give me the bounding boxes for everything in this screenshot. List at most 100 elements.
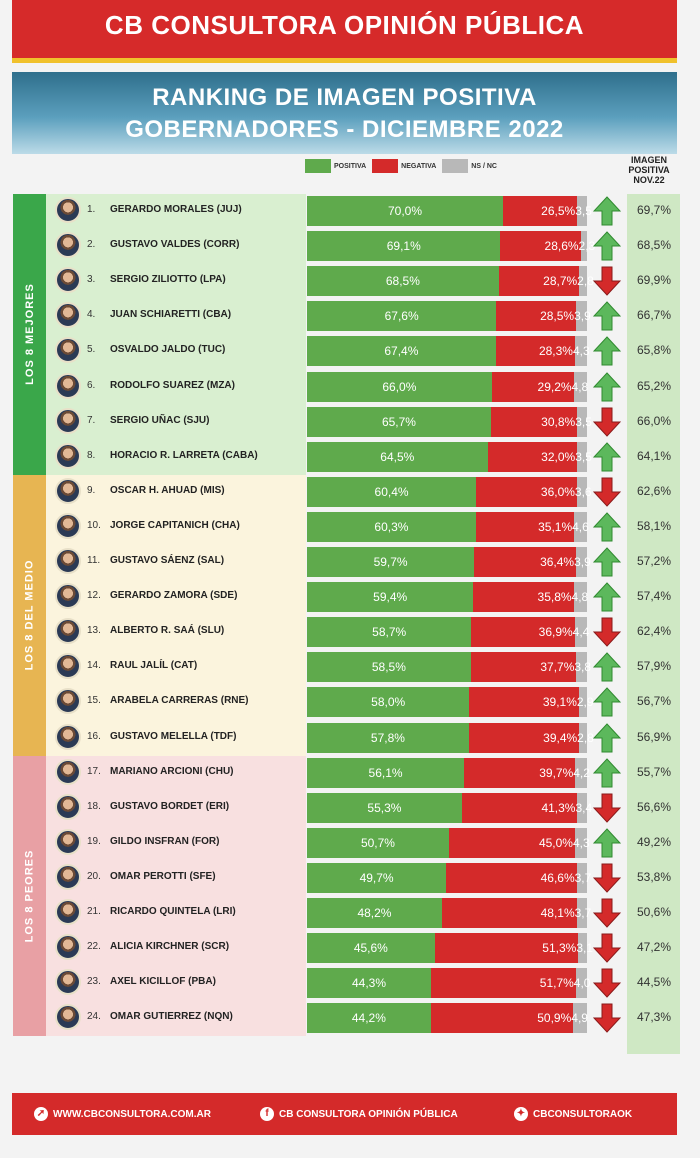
stacked-bar: 65,7% 30,8% 3,5	[307, 406, 592, 437]
label-positive: 45,6%	[353, 941, 388, 956]
stacked-bar: 66,0% 29,2% 4,8	[307, 371, 588, 402]
stacked-bar: 58,7% 36,9% 4,4	[307, 617, 589, 648]
label-nsnc: 4,9	[571, 1011, 588, 1026]
avatar	[55, 723, 81, 750]
ranking-row: 18. GUSTAVO BORDET (ERI) 55,3% 41,3% 3,4 56,6…	[0, 791, 700, 825]
arrow-down-icon	[593, 407, 621, 437]
label-nsnc: 3,9	[574, 309, 591, 324]
avatar	[55, 512, 81, 539]
stacked-bar: 67,4% 28,3% 4,3	[307, 336, 590, 367]
label-negative: 48,1%	[540, 906, 575, 920]
governor-name: RAUL JALÍL (CAT)	[110, 660, 198, 672]
label-negative: 35,8%	[537, 590, 572, 605]
bar-negative	[434, 933, 579, 964]
ranking-row: 7. SERGIO UÑAC (SJU) 65,7% 30,8% 3,5 66,0%	[0, 405, 700, 439]
label-negative: 51,7%	[539, 976, 574, 991]
label-negative: 36,9%	[538, 625, 573, 640]
rank-number: 10.	[87, 519, 101, 531]
label-nsnc: 3,7	[574, 870, 592, 885]
footer-web[interactable]: ➚ WWW.CBCONSULTORA.COM.AR	[34, 1107, 211, 1121]
arrow-down-icon	[593, 898, 621, 928]
nov22-value: 56,9%	[636, 729, 672, 744]
governor-name: JORGE CAPITANICH (CHA)	[110, 519, 240, 531]
arrow-down-icon	[593, 793, 621, 823]
label-negative: 39,1%	[542, 695, 577, 710]
bar-positive	[307, 196, 503, 226]
bar-positive	[307, 441, 488, 472]
arrow-up-icon	[593, 371, 621, 401]
bar-negative	[441, 898, 577, 928]
avatar	[55, 793, 81, 820]
group-band	[13, 194, 46, 475]
label-positive: 60,3%	[374, 519, 409, 534]
stacked-bar: 68,5% 28,7% 2,8	[307, 266, 594, 297]
ranking-row: 12. GERARDO ZAMORA (SDE) 59,4% 35,8% 4,8 57,4…	[0, 580, 700, 614]
bar-positive	[307, 898, 442, 928]
bar-positive	[307, 406, 491, 437]
facebook-icon: f	[260, 1107, 274, 1121]
nov22-value: 44,5%	[636, 975, 672, 990]
label-positive: 65,7%	[381, 414, 416, 429]
arrow-down-icon	[593, 933, 621, 963]
label-positive: 57,8%	[370, 730, 405, 745]
bar-nsnc	[576, 476, 587, 507]
stacked-bar: 56,1% 39,7% 4,2	[307, 757, 590, 788]
ranking-row: 20. OMAR PEROTTI (SFE) 49,7% 46,6% 3,7 53,8%	[0, 861, 700, 895]
label-nsnc: 3,4	[575, 800, 593, 815]
ranking-row: 10. JORGE CAPITANICH (CHA) 60,3% 35,1% 4,6 58…	[0, 510, 700, 544]
rank-number: 8.	[87, 449, 96, 461]
label-positive: 69,1%	[386, 239, 421, 254]
nov22-value: 65,2%	[636, 378, 672, 393]
bar-negative	[473, 582, 574, 613]
arrow-down-icon	[593, 617, 621, 647]
bar-negative	[491, 371, 574, 402]
stacked-bar: 49,7% 46,6% 3,7	[307, 862, 591, 893]
bar-negative	[468, 722, 580, 753]
rank-number: 21.	[87, 906, 101, 917]
legend-swatch-nsnc	[442, 159, 469, 173]
label-positive: 58,5%	[371, 660, 406, 675]
label-negative: 35,1%	[538, 519, 573, 534]
bar-negative	[430, 1003, 574, 1034]
nov22-value: 66,0%	[636, 413, 672, 428]
footer-facebook[interactable]: f CB CONSULTORA OPINIÓN PÚBLICA	[260, 1107, 458, 1121]
governor-name: JUAN SCHIARETTI (CBA)	[110, 309, 232, 321]
bar-positive	[307, 336, 496, 367]
governor-name: RODOLFO SUAREZ (MZA)	[110, 379, 235, 391]
group-row-background	[46, 474, 306, 756]
bar-positive	[307, 582, 474, 613]
avatar	[55, 407, 81, 434]
arrow-up-icon	[593, 512, 621, 542]
avatar	[55, 758, 81, 785]
ranking-row: 22. ALICIA KIRCHNER (SCR) 45,6% 51,3% 3,1 47,…	[0, 931, 700, 965]
label-negative: 30,8%	[541, 414, 576, 429]
ranking-row: 14. RAUL JALÍL (CAT) 58,5% 37,7% 3,8 57,9%	[0, 650, 700, 684]
nov22-value: 58,1%	[636, 518, 672, 533]
bar-positive	[307, 792, 462, 823]
rank-number: 6.	[87, 379, 96, 391]
legend-swatch-positive	[305, 159, 331, 173]
bar-positive	[307, 652, 471, 683]
bar-positive	[307, 968, 432, 999]
ranking-row: 5. OSVALDO JALDO (TUC) 67,4% 28,3% 4,3 65,8%	[0, 334, 700, 368]
avatar	[55, 267, 81, 294]
label-negative: 28,5%	[540, 309, 575, 324]
ranking-row: 24. OMAR GUTIERREZ (NQN) 44,2% 50,9% 4,9 47,3…	[0, 1001, 700, 1035]
label-nsnc: 3,7	[574, 906, 592, 920]
label-positive: 44,3%	[352, 976, 387, 991]
bar-negative	[448, 827, 575, 858]
footer-twitter[interactable]: ✦ CBCONSULTORAOK	[514, 1107, 632, 1121]
label-nsnc: 4,8	[571, 590, 589, 605]
nov22-column-header: IMAGEN POSITIVA NOV.22	[618, 155, 680, 185]
ranking-row: 11. GUSTAVO SÁENZ (SAL) 59,7% 36,4% 3,9 57,2%	[0, 545, 700, 579]
stacked-bar: 55,3% 41,3% 3,4	[307, 792, 592, 823]
nov22-column-background	[627, 194, 680, 1054]
rank-number: 16.	[87, 730, 101, 742]
arrow-down-icon	[593, 266, 621, 296]
governor-name: MARIANO ARCIONI (CHU)	[110, 765, 234, 777]
label-negative: 39,4%	[543, 730, 578, 745]
twitter-icon: ✦	[514, 1107, 528, 1121]
nov22-header-line1: IMAGEN	[631, 155, 667, 165]
nov22-value: 47,3%	[636, 1010, 672, 1025]
label-nsnc: 4,3	[572, 344, 590, 359]
